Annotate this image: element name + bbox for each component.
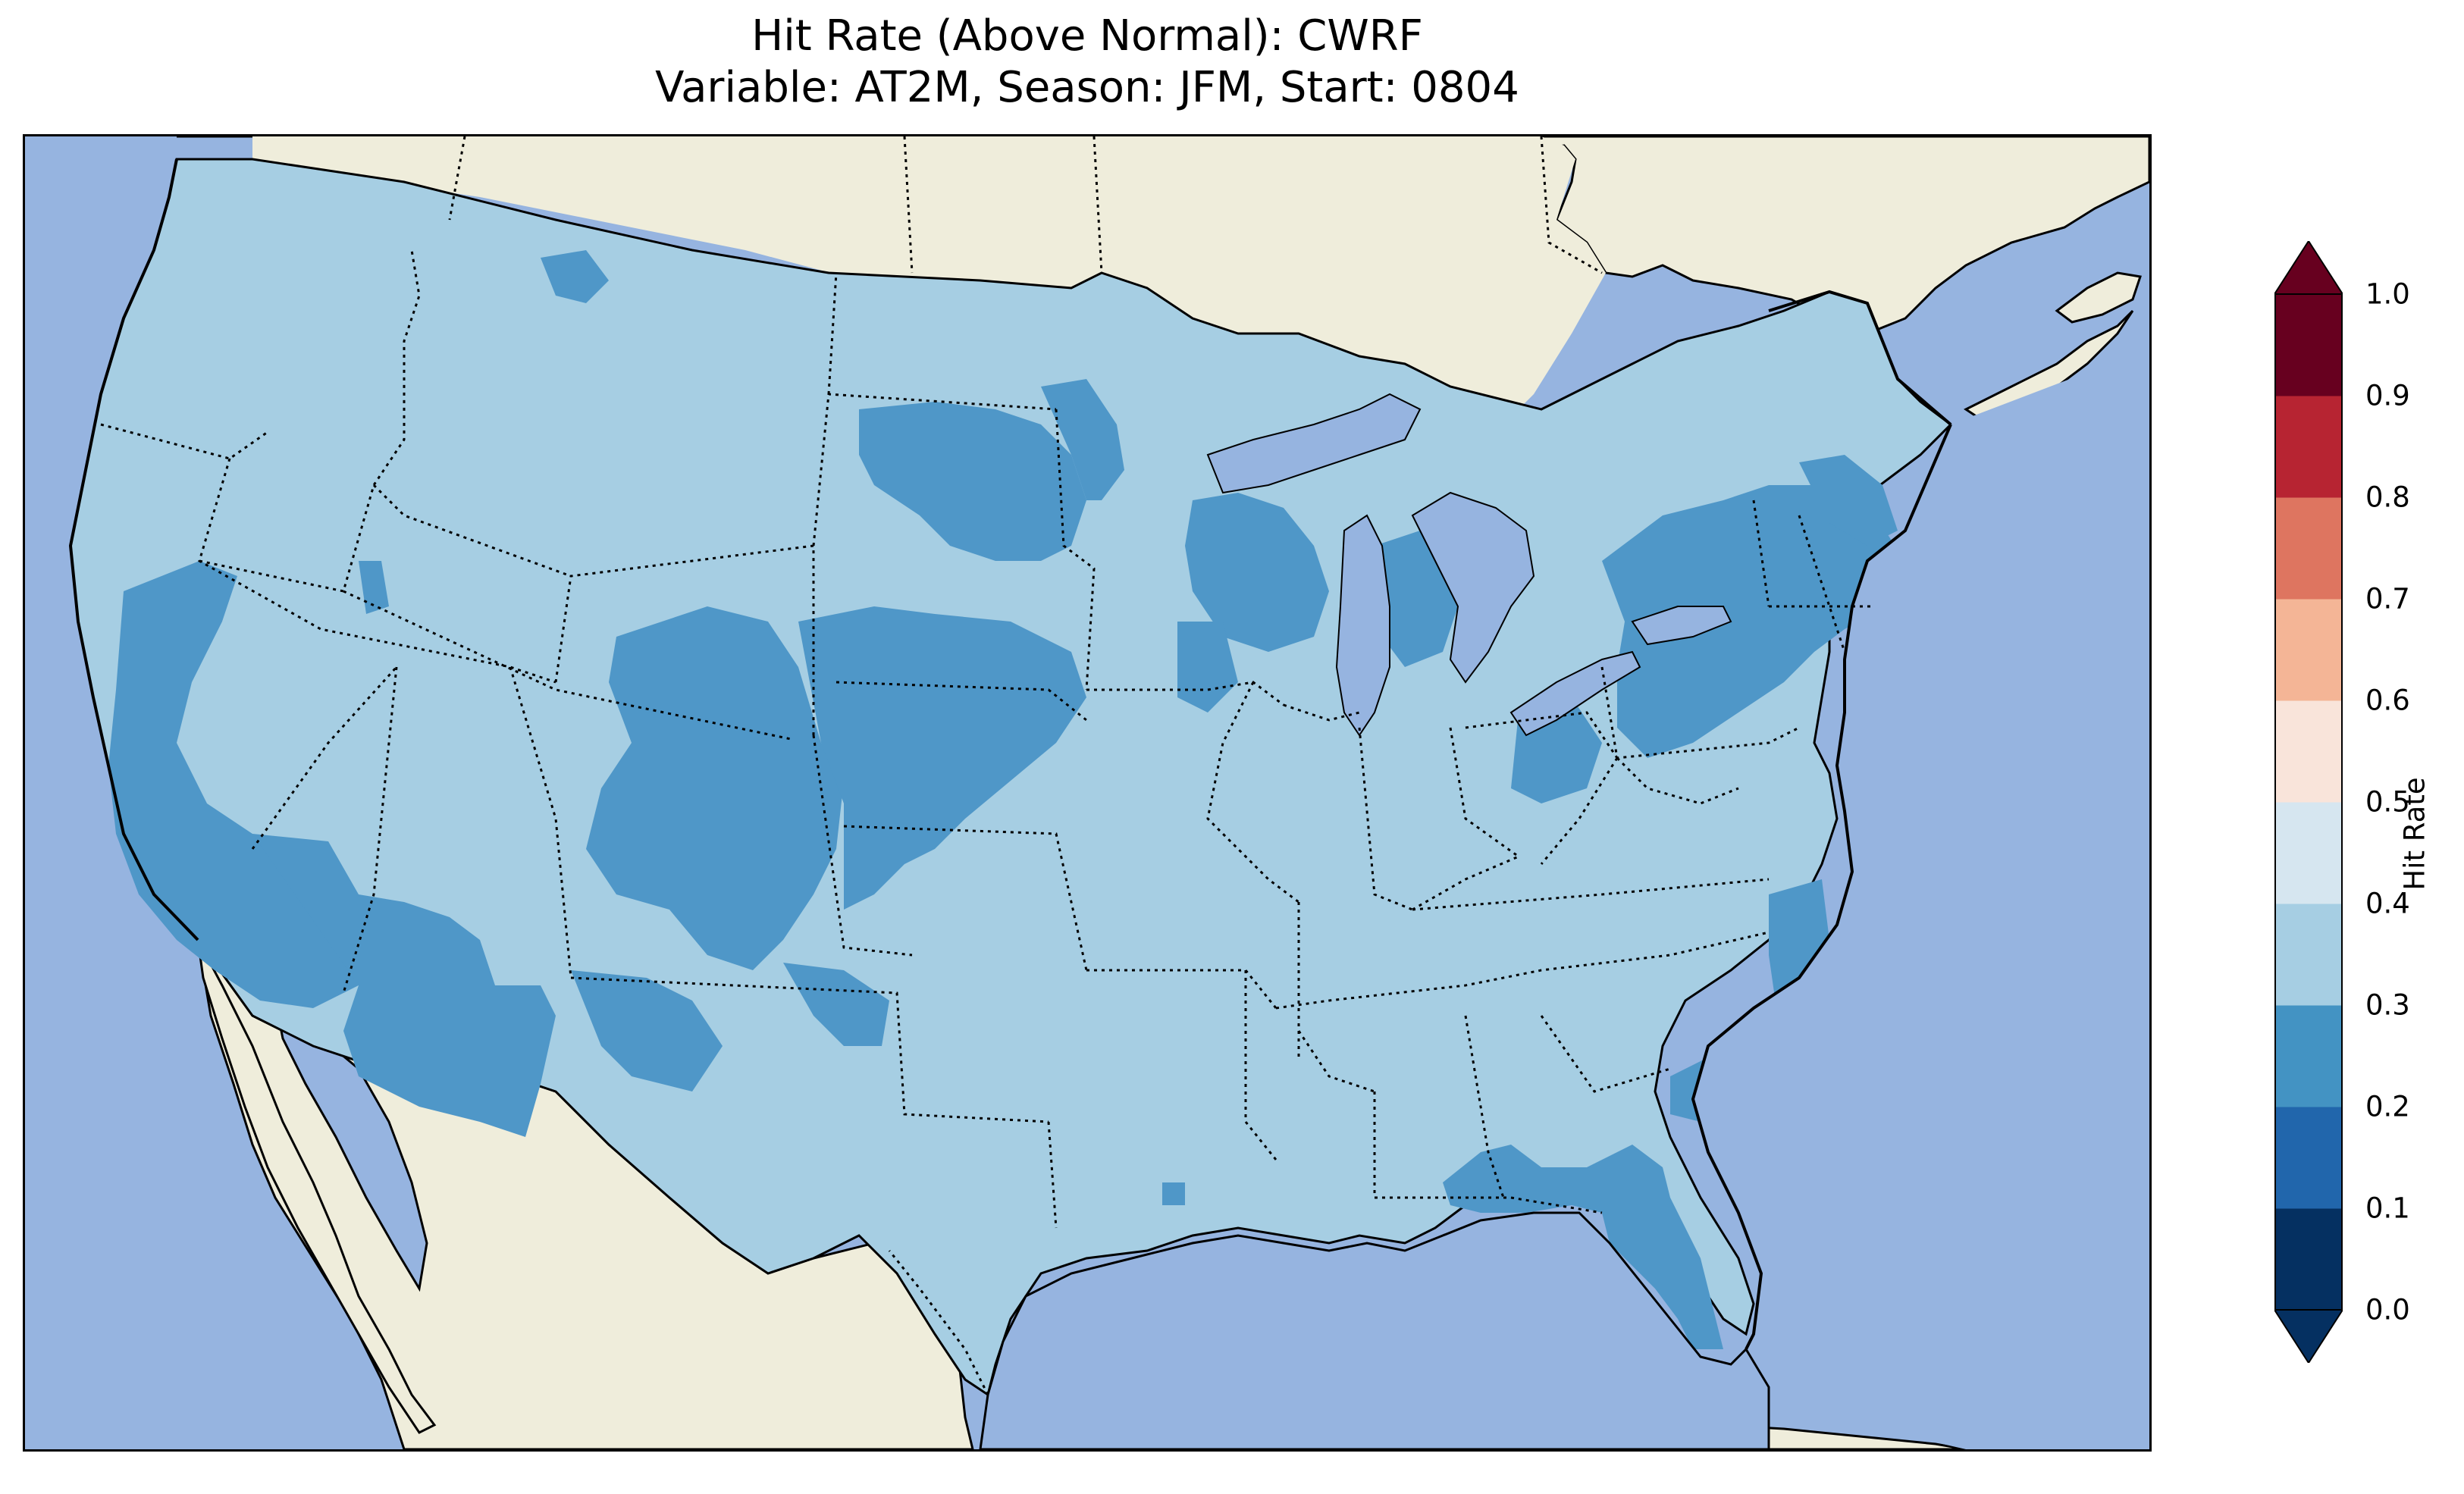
- map-panel: [23, 134, 2152, 1452]
- patch-dakotas: [859, 402, 1086, 561]
- title-line-1: Hit Rate (Above Normal): CWRF: [751, 11, 1423, 61]
- colorbar-bin: [2275, 1005, 2342, 1107]
- colorbar-outline: [2274, 293, 2343, 1311]
- colorbar-bin: [2275, 294, 2342, 396]
- colorbar-bin: [2275, 497, 2342, 600]
- colorbar-tick-label: 0.6: [2365, 684, 2410, 717]
- colorbar-bins: [2275, 294, 2342, 1311]
- patch-montana-small: [541, 250, 609, 303]
- colorbar-extend-max: [2274, 241, 2343, 295]
- darker-patches: [108, 250, 1905, 1349]
- colorbar-extend-min: [2274, 1309, 2343, 1363]
- colorbar-bin: [2275, 1208, 2342, 1311]
- coastline: [68, 158, 1952, 1350]
- colorbar-tick-label: 0.7: [2365, 582, 2410, 615]
- colorbar-tick-label: 0.8: [2365, 481, 2410, 514]
- colorbar-tick-label: 0.1: [2365, 1192, 2410, 1225]
- province-borders: [448, 136, 1603, 274]
- patch-nevada-arizona: [252, 834, 556, 1137]
- colorbar: [2274, 241, 2343, 1363]
- colorbar-bin: [2275, 599, 2342, 701]
- patch-mn: [1041, 379, 1124, 500]
- map-canvas: [25, 136, 2149, 1449]
- colorbar-tick-label: 1.0: [2365, 277, 2410, 311]
- map-title: Hit Rate (Above Normal): CWRF Variable: …: [23, 11, 2152, 114]
- colorbar-tick-label: 0.2: [2365, 1090, 2410, 1123]
- colorbar-tick-label: 0.5: [2365, 785, 2410, 819]
- colorbar-tick-label: 0.9: [2365, 379, 2410, 412]
- patch-georgia-florida: [1443, 1145, 1723, 1349]
- lake-ontario: [1631, 606, 1732, 646]
- colorbar-bin: [2275, 396, 2342, 498]
- patch-northeast: [1602, 485, 1905, 758]
- baja-land: [196, 939, 437, 1434]
- patch-nebraska-kansas: [798, 606, 1086, 910]
- patch-california: [108, 561, 359, 1008]
- lake-superior: [1206, 393, 1422, 494]
- patch-az-nm: [571, 970, 723, 1092]
- title-line-2: Variable: AT2M, Season: JFM, Start: 0804: [655, 63, 1519, 112]
- colorbar-bin: [2275, 802, 2342, 904]
- canada-land: [177, 136, 2149, 335]
- lake-huron: [1411, 491, 1535, 684]
- newfoundland-land: [2055, 271, 2142, 324]
- atlantic-ocean: [1693, 349, 2149, 1449]
- colorbar-bin: [2275, 904, 2342, 1006]
- lake-michigan: [1335, 514, 1390, 737]
- colorbar-label: Hit Rate: [2398, 777, 2431, 891]
- colorbar-bin: [2275, 700, 2342, 803]
- colorbar-tick-label: 0.4: [2365, 887, 2410, 920]
- colorbar-tick-label: 0.3: [2365, 988, 2410, 1022]
- canada-interior: [252, 136, 1606, 455]
- patch-texas-small: [1162, 1182, 1185, 1205]
- patch-nm-east: [783, 963, 889, 1046]
- colorbar-bin: [2275, 1107, 2342, 1209]
- patch-maine-nh: [1799, 455, 1898, 546]
- colorbar-tick-label: 0.0: [2365, 1293, 2410, 1326]
- patch-wyoming-colorado: [586, 606, 844, 970]
- great-lakes: [1206, 393, 1732, 737]
- state-borders: [100, 249, 1875, 1395]
- patch-wisconsin-michigan: [1185, 493, 1329, 652]
- lake-erie: [1509, 650, 1641, 737]
